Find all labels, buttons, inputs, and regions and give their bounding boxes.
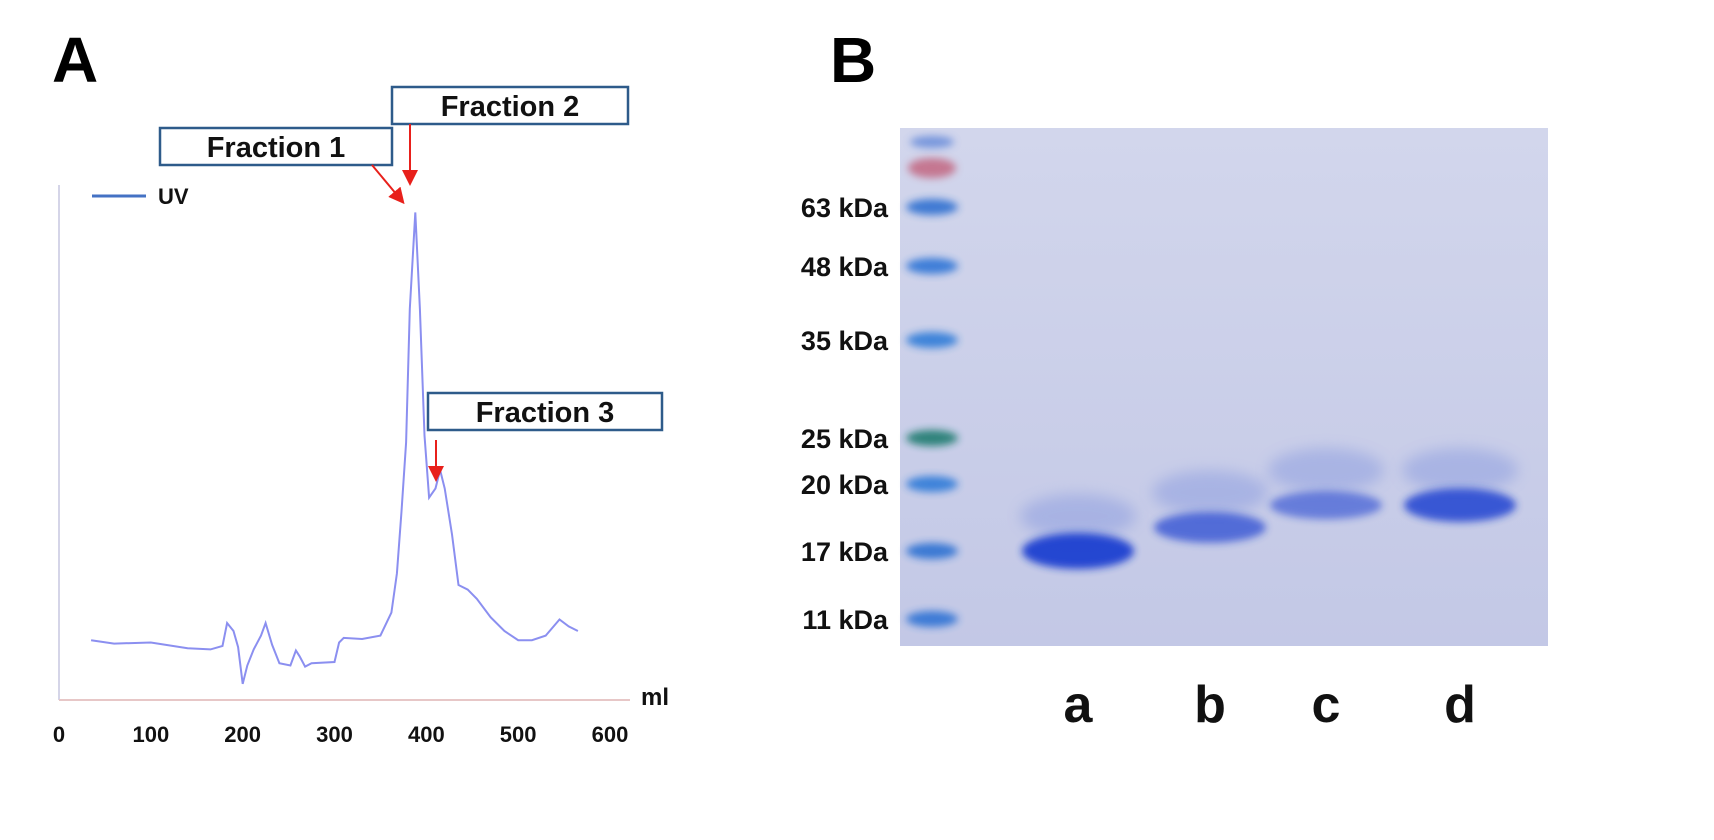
panel-a: A UV ml 0 100 200 300 400 500 600 Fraction 1 F… (0, 0, 760, 840)
marker-label-11: 11 kDa (802, 605, 889, 635)
panel-b: B 63 kDa 48 kDa 35 kDa 25 kDa 20 kDa 17 kDa 11… (760, 0, 1714, 840)
marker-label-20: 20 kDa (801, 470, 889, 500)
gel-background (900, 128, 1548, 646)
ladder-band-35kda (906, 332, 958, 348)
x-tick-label-400: 400 (408, 722, 445, 747)
ladder-band-top (908, 158, 956, 178)
ladder-band-48kda (906, 258, 958, 274)
ladder-lane (906, 136, 958, 627)
callout-box-fraction-1 (158, 126, 394, 167)
lane-label-c: c (1312, 676, 1341, 734)
lane-labels: a b c d (1064, 676, 1476, 734)
lane-c-main-band (1270, 491, 1382, 520)
marker-label-25: 25 kDa (801, 424, 889, 454)
callout-label-fraction-2: Fraction 2 (441, 91, 580, 123)
lane-label-a: a (1064, 676, 1094, 734)
x-tick-label-300: 300 (316, 722, 353, 747)
callout-label-fraction-1: Fraction 1 (207, 132, 346, 164)
lane-c-smear (1268, 448, 1384, 493)
lane-label-d: d (1444, 676, 1476, 734)
marker-label-35: 35 kDa (801, 326, 889, 356)
marker-labels: 63 kDa 48 kDa 35 kDa 25 kDa 20 kDa 17 kDa 11 k… (801, 193, 889, 635)
callout-fraction-3: Fraction 3 (426, 391, 664, 432)
callout-fraction-2: Fraction 2 (390, 85, 630, 126)
callout-fraction-1: Fraction 1 (158, 126, 394, 167)
lane-a-main-band (1022, 533, 1134, 569)
x-tick-label-500: 500 (500, 722, 537, 747)
arrow-fraction-1 (371, 164, 405, 205)
chromatogram-plot: UV ml 0 100 200 300 400 500 600 Fraction 1 Fra… (53, 85, 669, 747)
lane-d-main-band (1404, 488, 1516, 522)
marker-label-63: 63 kDa (801, 193, 889, 223)
ladder-band-63kda (906, 199, 958, 215)
marker-label-17: 17 kDa (801, 537, 889, 567)
lane-a-smear (1020, 494, 1136, 538)
legend-label-uv: UV (158, 184, 189, 209)
ladder-band-11kda (906, 611, 958, 627)
x-tick-label-100: 100 (132, 722, 169, 747)
marker-label-48: 48 kDa (801, 252, 889, 282)
lane-b-main-band (1154, 512, 1266, 543)
uv-trace-line (90, 212, 579, 685)
x-tick-label-200: 200 (224, 722, 261, 747)
ladder-band-25kda (906, 430, 958, 446)
ladder-band-20kda (906, 476, 958, 492)
panel-b-letter: B (830, 24, 877, 96)
sample-bands (1020, 448, 1518, 569)
callout-box-fraction-3 (426, 391, 664, 432)
x-tick-label-0: 0 (53, 722, 65, 747)
ladder-band-17kda (906, 543, 958, 559)
ladder-band-top-2 (910, 136, 954, 148)
lane-d-smear (1402, 448, 1518, 493)
gel-image: 63 kDa 48 kDa 35 kDa 25 kDa 20 kDa 17 kDa 11 k… (801, 128, 1548, 734)
lane-b-smear (1152, 470, 1268, 515)
callout-box-fraction-2 (390, 85, 630, 126)
x-axis-unit-label: ml (641, 684, 669, 711)
panel-a-letter: A (52, 24, 99, 96)
x-tick-labels: 0 100 200 300 400 500 600 (53, 722, 628, 747)
x-tick-label-600: 600 (592, 722, 629, 747)
lane-label-b: b (1194, 676, 1226, 734)
callout-label-fraction-3: Fraction 3 (476, 397, 615, 429)
